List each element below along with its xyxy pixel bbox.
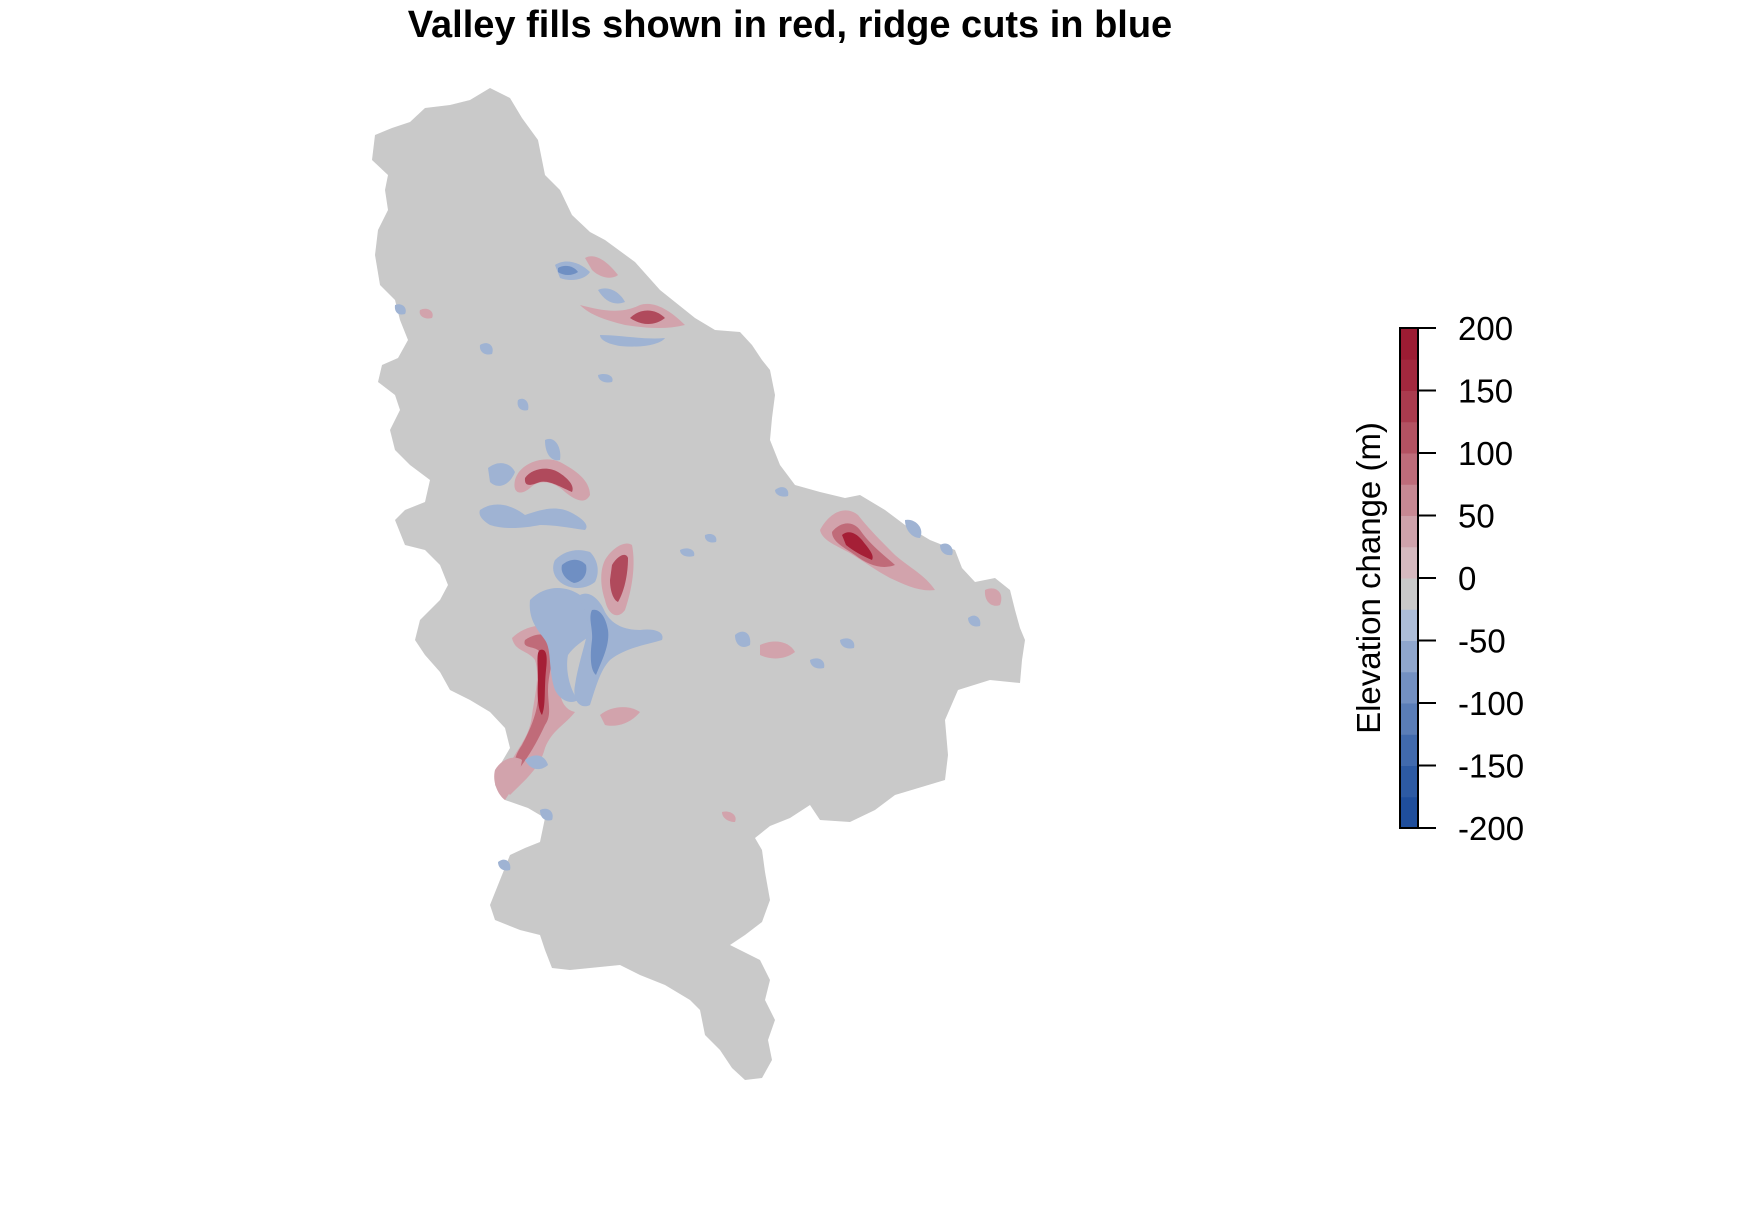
legend-color-step bbox=[1400, 609, 1418, 641]
legend-color-bar bbox=[1400, 328, 1418, 829]
valley-fill-zone bbox=[524, 468, 573, 492]
ridge-cut-zone bbox=[488, 463, 515, 486]
valley-fill-zone bbox=[537, 649, 547, 715]
valley-fill-zone bbox=[984, 588, 1002, 606]
ridge-cut-zone bbox=[680, 548, 695, 557]
ridge-cut-zone bbox=[561, 559, 587, 583]
ridge-cut-zone bbox=[598, 373, 613, 383]
ridge-cut-zone bbox=[540, 808, 553, 821]
legend-tick-label: -100 bbox=[1458, 685, 1524, 722]
legend-color-step bbox=[1400, 578, 1418, 610]
valley-fill-zone bbox=[630, 310, 665, 324]
ridge-cut-zone bbox=[735, 631, 751, 647]
legend-tick-label: 100 bbox=[1458, 435, 1513, 472]
legend-ticks: 200 150 100 50 0 -50 -100 -150 -200 bbox=[1418, 310, 1524, 847]
legend-color-step bbox=[1400, 796, 1418, 829]
legend-color-step bbox=[1400, 546, 1418, 579]
ridge-cut-zone bbox=[704, 533, 717, 543]
legend-tick-label: 150 bbox=[1458, 373, 1513, 410]
legend-color-step bbox=[1400, 390, 1418, 423]
ridge-cut-zone bbox=[517, 398, 529, 411]
legend-tick-label: 50 bbox=[1458, 498, 1495, 535]
ridge-cut-zone bbox=[775, 487, 789, 497]
ridge-cut-zone bbox=[968, 615, 981, 627]
valley-fill-zone bbox=[600, 707, 640, 726]
legend-color-step bbox=[1400, 765, 1418, 798]
legend-color-step bbox=[1400, 328, 1418, 360]
legend-color-step bbox=[1400, 359, 1418, 391]
ridge-cuts bbox=[394, 261, 981, 871]
ridge-cut-zone bbox=[394, 304, 406, 315]
ridge-cut-zone bbox=[598, 288, 625, 304]
legend-color-step bbox=[1400, 734, 1418, 766]
ridge-cut-zone bbox=[479, 343, 493, 355]
ridge-cut-zone bbox=[529, 588, 597, 702]
map-title: Valley fills shown in red, ridge cuts in… bbox=[407, 4, 1173, 46]
valley-fill-zone bbox=[419, 308, 433, 319]
legend-tick-label: -150 bbox=[1458, 748, 1524, 785]
ridge-cut-zone bbox=[525, 755, 548, 770]
valley-fill-zone bbox=[585, 256, 618, 278]
legend-tick-label: -50 bbox=[1458, 623, 1506, 660]
valley-fill-zone bbox=[610, 554, 628, 602]
legend-tick-label: -200 bbox=[1458, 810, 1524, 847]
legend-color-step bbox=[1400, 671, 1418, 704]
ridge-cut-zone bbox=[590, 609, 609, 675]
watershed-area bbox=[372, 88, 1025, 1080]
ridge-cut-zone bbox=[810, 658, 825, 669]
legend-color-step bbox=[1400, 703, 1418, 735]
ridge-cut-zone bbox=[940, 543, 953, 556]
ridge-cut-zone bbox=[479, 504, 587, 530]
valley-fill-zone bbox=[494, 757, 522, 800]
elevation-change-map bbox=[372, 88, 1025, 1080]
legend-tick-label: 200 bbox=[1458, 310, 1513, 347]
legend-color-step bbox=[1400, 515, 1418, 548]
legend-color-step bbox=[1400, 640, 1418, 673]
ridge-cut-zone bbox=[600, 335, 665, 347]
ridge-cut-zone bbox=[840, 638, 855, 649]
valley-fills bbox=[419, 256, 1002, 822]
legend-title: Elevation change (m) bbox=[1350, 422, 1387, 734]
legend-color-step bbox=[1400, 484, 1418, 516]
valley-fill-zone bbox=[722, 811, 736, 822]
ridge-cut-zone bbox=[545, 438, 561, 461]
ridge-cut-zone bbox=[498, 859, 511, 871]
legend-color-step bbox=[1400, 421, 1418, 454]
ridge-cut-zone bbox=[558, 265, 578, 275]
ridge-cut-zone bbox=[905, 519, 922, 538]
legend-tick-label: 0 bbox=[1458, 560, 1476, 597]
valley-fill-zone bbox=[842, 532, 873, 560]
legend-color-step bbox=[1400, 453, 1418, 485]
valley-fill-zone bbox=[760, 641, 795, 659]
